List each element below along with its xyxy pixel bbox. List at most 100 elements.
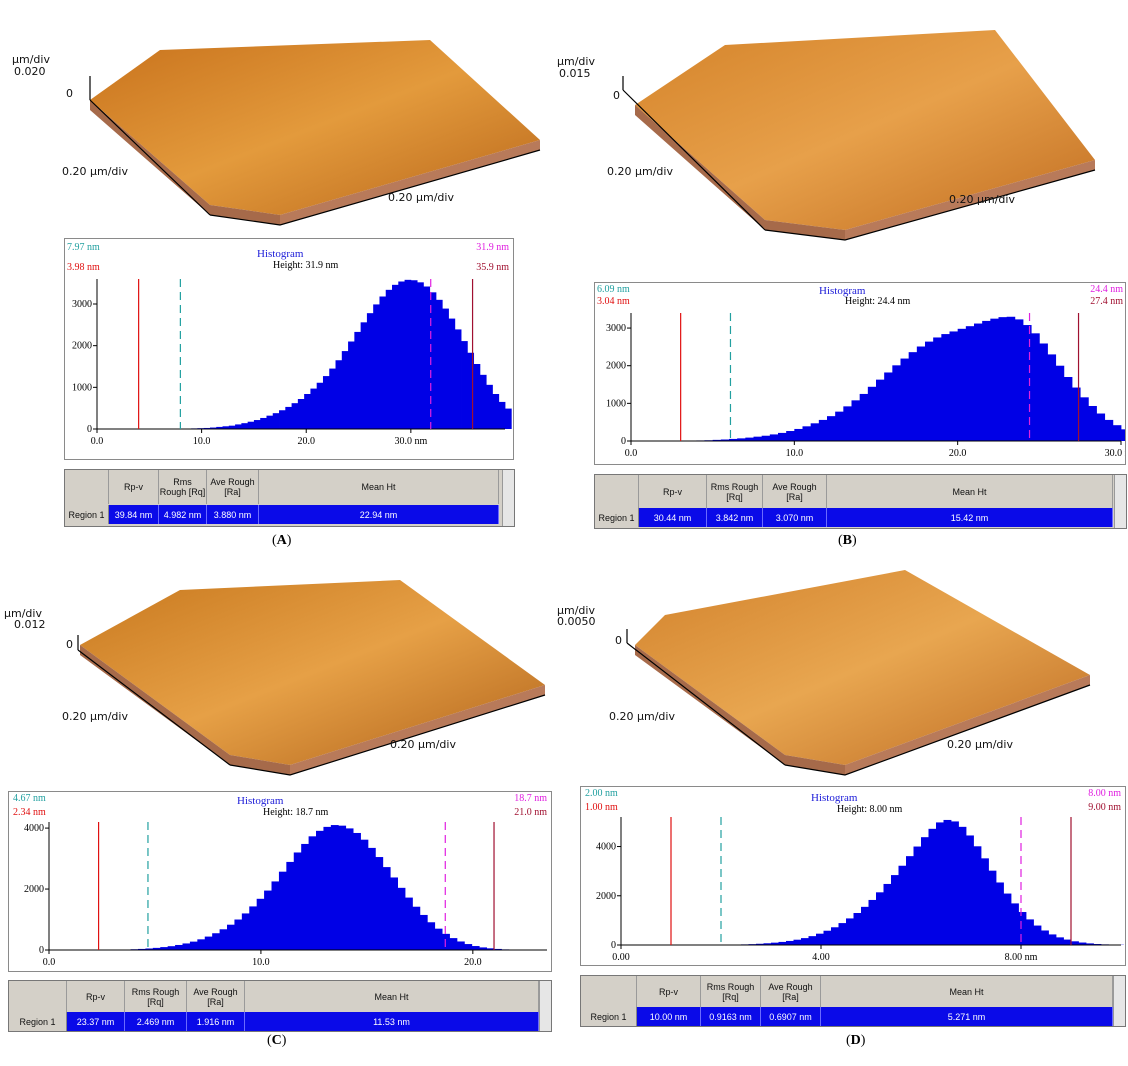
histogram-bar (473, 364, 481, 429)
row-label[interactable]: Region 1 (581, 1007, 637, 1026)
histogram-bar (974, 323, 983, 441)
x-tick-label: 10.0 (193, 436, 211, 447)
row-label[interactable]: Region 1 (65, 505, 109, 524)
histogram-bar (973, 846, 982, 945)
histogram-bar (360, 839, 369, 950)
histogram-bar (322, 376, 330, 429)
afm-z-scale-value: 0.012 (14, 618, 46, 631)
right-darkred-marker-label: 21.0 nm (514, 807, 547, 818)
rq-value: 0.9163 nm (701, 1007, 761, 1026)
row-label[interactable]: Region 1 (595, 508, 639, 527)
histogram-bar (966, 835, 974, 945)
histogram-bar (1018, 912, 1027, 945)
histogram-bar (729, 438, 738, 441)
left-red-marker-label: 1.00 nm (585, 802, 618, 813)
histogram-bar (769, 434, 779, 441)
histogram-height-label: Height: 18.7 nm (263, 807, 329, 818)
histogram-bar (916, 346, 926, 441)
row-label[interactable]: Region 1 (9, 1012, 67, 1031)
histogram-bar (329, 368, 336, 429)
histogram-bar (996, 882, 1004, 945)
histogram-bar (1033, 925, 1042, 945)
x-tick-label: 0.0 (43, 957, 56, 968)
left-red-marker-label: 3.98 nm (67, 262, 100, 273)
histogram-bar (818, 419, 828, 441)
histogram-bar (423, 286, 431, 429)
table-scrollbar[interactable] (1114, 475, 1126, 528)
histogram-bar (204, 936, 213, 950)
col-rq-header: Rms Rough [Rq] (701, 976, 761, 1007)
histogram-bar (398, 281, 405, 429)
table-scrollbar[interactable] (539, 981, 551, 1031)
mean-value: 5.271 nm (821, 1007, 1113, 1026)
histogram-bar (285, 406, 292, 429)
histogram-bar (427, 922, 436, 950)
histogram-bar (846, 918, 854, 945)
right-magenta-marker-label: 8.00 nm (1088, 788, 1121, 799)
y-tick-label: 0 (621, 436, 626, 447)
histogram-bar (316, 382, 324, 429)
histogram-bar (1041, 930, 1049, 945)
histogram-bar (256, 898, 265, 950)
histogram-bar (456, 941, 465, 950)
histogram-title: Histogram (257, 248, 304, 260)
histogram-bar (222, 426, 230, 429)
y-tick-label: 2000 (606, 361, 626, 372)
x-tick-label: 20.0 (949, 448, 967, 459)
afm-y-axis-label: 0.20 μm/div (607, 165, 673, 178)
histogram-bar (808, 936, 817, 945)
histogram-bar (197, 939, 206, 950)
table-corner (65, 470, 109, 504)
histogram-bar (160, 947, 169, 950)
histogram-bar (1112, 425, 1122, 441)
table-corner (595, 475, 639, 509)
histogram-bar (786, 940, 794, 945)
histogram-height-label: Height: 31.9 nm (273, 260, 339, 271)
histogram-bar (379, 296, 387, 429)
mean-value: 11.53 nm (245, 1012, 539, 1031)
ra-value: 3.070 nm (763, 508, 827, 527)
col-rq-header: Rms Rough [Rq] (707, 475, 763, 509)
histogram-bar (1048, 934, 1057, 945)
histogram-bar (925, 341, 934, 441)
x-tick-label: 8.00 nm (1005, 952, 1038, 963)
histogram-bar (345, 828, 354, 950)
panel-label-a: (A) (272, 533, 292, 548)
mean-value: 22.94 nm (259, 505, 499, 524)
x-tick-label: 4.00 (812, 952, 830, 963)
histogram-bar (861, 906, 869, 945)
right-darkred-marker-label: 35.9 nm (476, 262, 509, 273)
histogram-bar (1080, 397, 1089, 441)
afm-z-zero: 0 (66, 87, 73, 100)
histogram-bar (913, 846, 922, 945)
histogram-bar (373, 304, 380, 429)
table-scrollbar[interactable] (1113, 976, 1125, 1026)
histogram-d: 0.00 4.00 8.00 nm 0 2000 4000 2.00 nm 1.00 nm… (580, 786, 1126, 966)
x-tick-label: 0.0 (91, 436, 104, 447)
histogram-bar (449, 938, 458, 950)
histogram-bar (353, 832, 361, 950)
histogram-bar (138, 948, 146, 950)
afm-z-scale-value: 0.020 (14, 65, 46, 78)
left-red-marker-label: 2.34 nm (13, 807, 46, 818)
histogram-bar (189, 941, 198, 950)
histogram-bar (260, 417, 267, 429)
histogram-bar (448, 318, 456, 429)
histogram-bar (949, 331, 959, 441)
histogram-height-label: Height: 24.4 nm (845, 296, 911, 307)
histogram-bar (1088, 405, 1097, 441)
y-tick-label: 2000 (72, 341, 92, 352)
table-corner (9, 981, 67, 1012)
histogram-bar (219, 929, 228, 950)
table-scrollbar[interactable] (502, 470, 514, 526)
histogram-bar (167, 946, 176, 950)
y-tick-label: 3000 (72, 299, 92, 310)
histogram-bar (883, 883, 892, 945)
histogram-bar (212, 933, 220, 950)
afm-z-unit-label: μm/div (557, 55, 595, 68)
histogram-bar (286, 861, 295, 950)
roughness-table-b: Rp-v Rms Rough [Rq] Ave Rough [Ra] Mean … (594, 474, 1127, 529)
histogram-bar (884, 372, 893, 441)
histogram-bar (182, 943, 191, 950)
histogram-bar (442, 308, 449, 429)
